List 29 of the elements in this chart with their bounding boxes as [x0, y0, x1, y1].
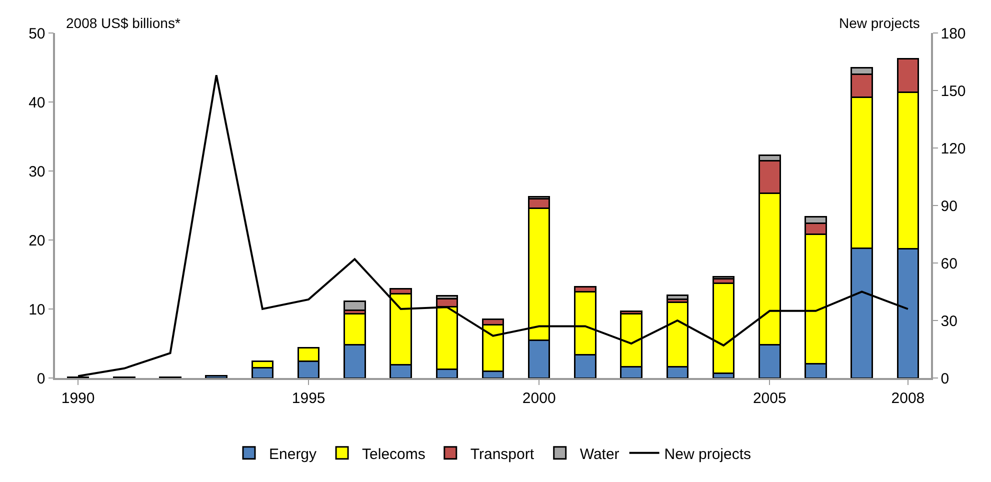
y2-tick-label: 30	[940, 312, 958, 330]
y-tick-label: 40	[28, 94, 46, 112]
legend-label: Telecoms	[362, 446, 426, 463]
bar	[344, 300, 366, 312]
bar	[712, 282, 735, 374]
bar	[205, 375, 228, 378]
y2-axis-title: New projects	[839, 15, 920, 31]
y-tick-label: 30	[28, 163, 46, 180]
x-tick-label: 2005	[752, 390, 786, 407]
y-tick-label: 10	[28, 301, 46, 318]
bar	[666, 294, 689, 300]
y2-tick-label: 0	[940, 370, 950, 388]
y-axis-title: 2008 US$ billions*	[66, 15, 181, 31]
x-tick-label: 2008	[891, 390, 925, 407]
y2-tick-label: 60	[940, 255, 958, 272]
legend-label: Energy	[269, 446, 318, 463]
y2-tick-label: 150	[940, 82, 966, 100]
x-tick-label: 2000	[522, 390, 556, 407]
y-tick-label: 20	[28, 232, 46, 250]
y2-tick-label: 90	[940, 198, 958, 215]
legend-label: New projects	[664, 446, 752, 463]
y2-tick-label: 120	[940, 140, 966, 158]
y-tick-label: 50	[28, 25, 46, 42]
legend-label: Transport	[470, 446, 535, 463]
x-tick-label: 1995	[292, 390, 326, 407]
legend-label: Water	[580, 446, 620, 463]
y2-tick-label: 180	[940, 25, 966, 42]
x-tick-label: 1990	[61, 390, 95, 407]
y-tick-label: 0	[36, 370, 46, 388]
